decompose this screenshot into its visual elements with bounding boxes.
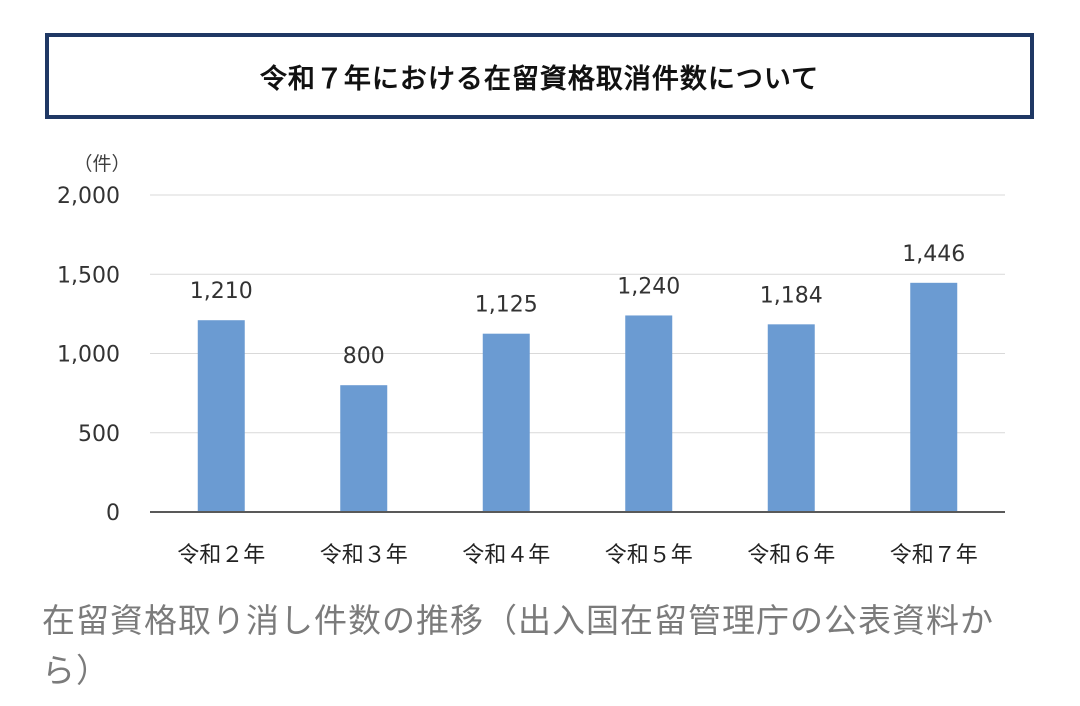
data-label: 1,446 <box>902 242 965 267</box>
bar-chart: （件） 0 500 1,000 1,500 2,000 1,210 令和２年 800 令和３年 1,… <box>57 153 1005 568</box>
figure-caption: 在留資格取り消し件数の推移（出入国在留管理庁の公表資料から） <box>42 601 994 690</box>
x-tick-label: 令和３年 <box>320 543 408 568</box>
chart-title: 令和７年における在留資格取消件数について <box>259 63 820 95</box>
data-label: 800 <box>343 344 385 369</box>
y-tick-label: 500 <box>78 422 120 447</box>
y-axis-unit-label: （件） <box>73 153 130 175</box>
y-tick-label: 0 <box>106 501 120 526</box>
y-tick-label: 1,000 <box>57 343 120 368</box>
bar <box>767 324 815 512</box>
x-tick-label: 令和７年 <box>890 543 978 568</box>
data-label: 1,210 <box>190 279 253 304</box>
y-tick-label: 2,000 <box>57 184 120 209</box>
data-label: 1,125 <box>475 293 538 318</box>
bar <box>910 282 958 512</box>
x-tick-label: 令和５年 <box>605 543 693 568</box>
y-tick-label: 1,500 <box>57 263 120 288</box>
x-tick-label: 令和２年 <box>177 543 265 568</box>
x-tick-label: 令和４年 <box>462 543 550 568</box>
data-label: 1,240 <box>617 274 680 299</box>
chart-title-box: 令和７年における在留資格取消件数について <box>45 33 1034 119</box>
data-label: 1,184 <box>760 283 823 308</box>
bar <box>482 333 530 512</box>
x-tick-label: 令和６年 <box>747 543 835 568</box>
bar <box>625 315 673 512</box>
bar <box>340 385 388 512</box>
bar <box>197 320 245 512</box>
